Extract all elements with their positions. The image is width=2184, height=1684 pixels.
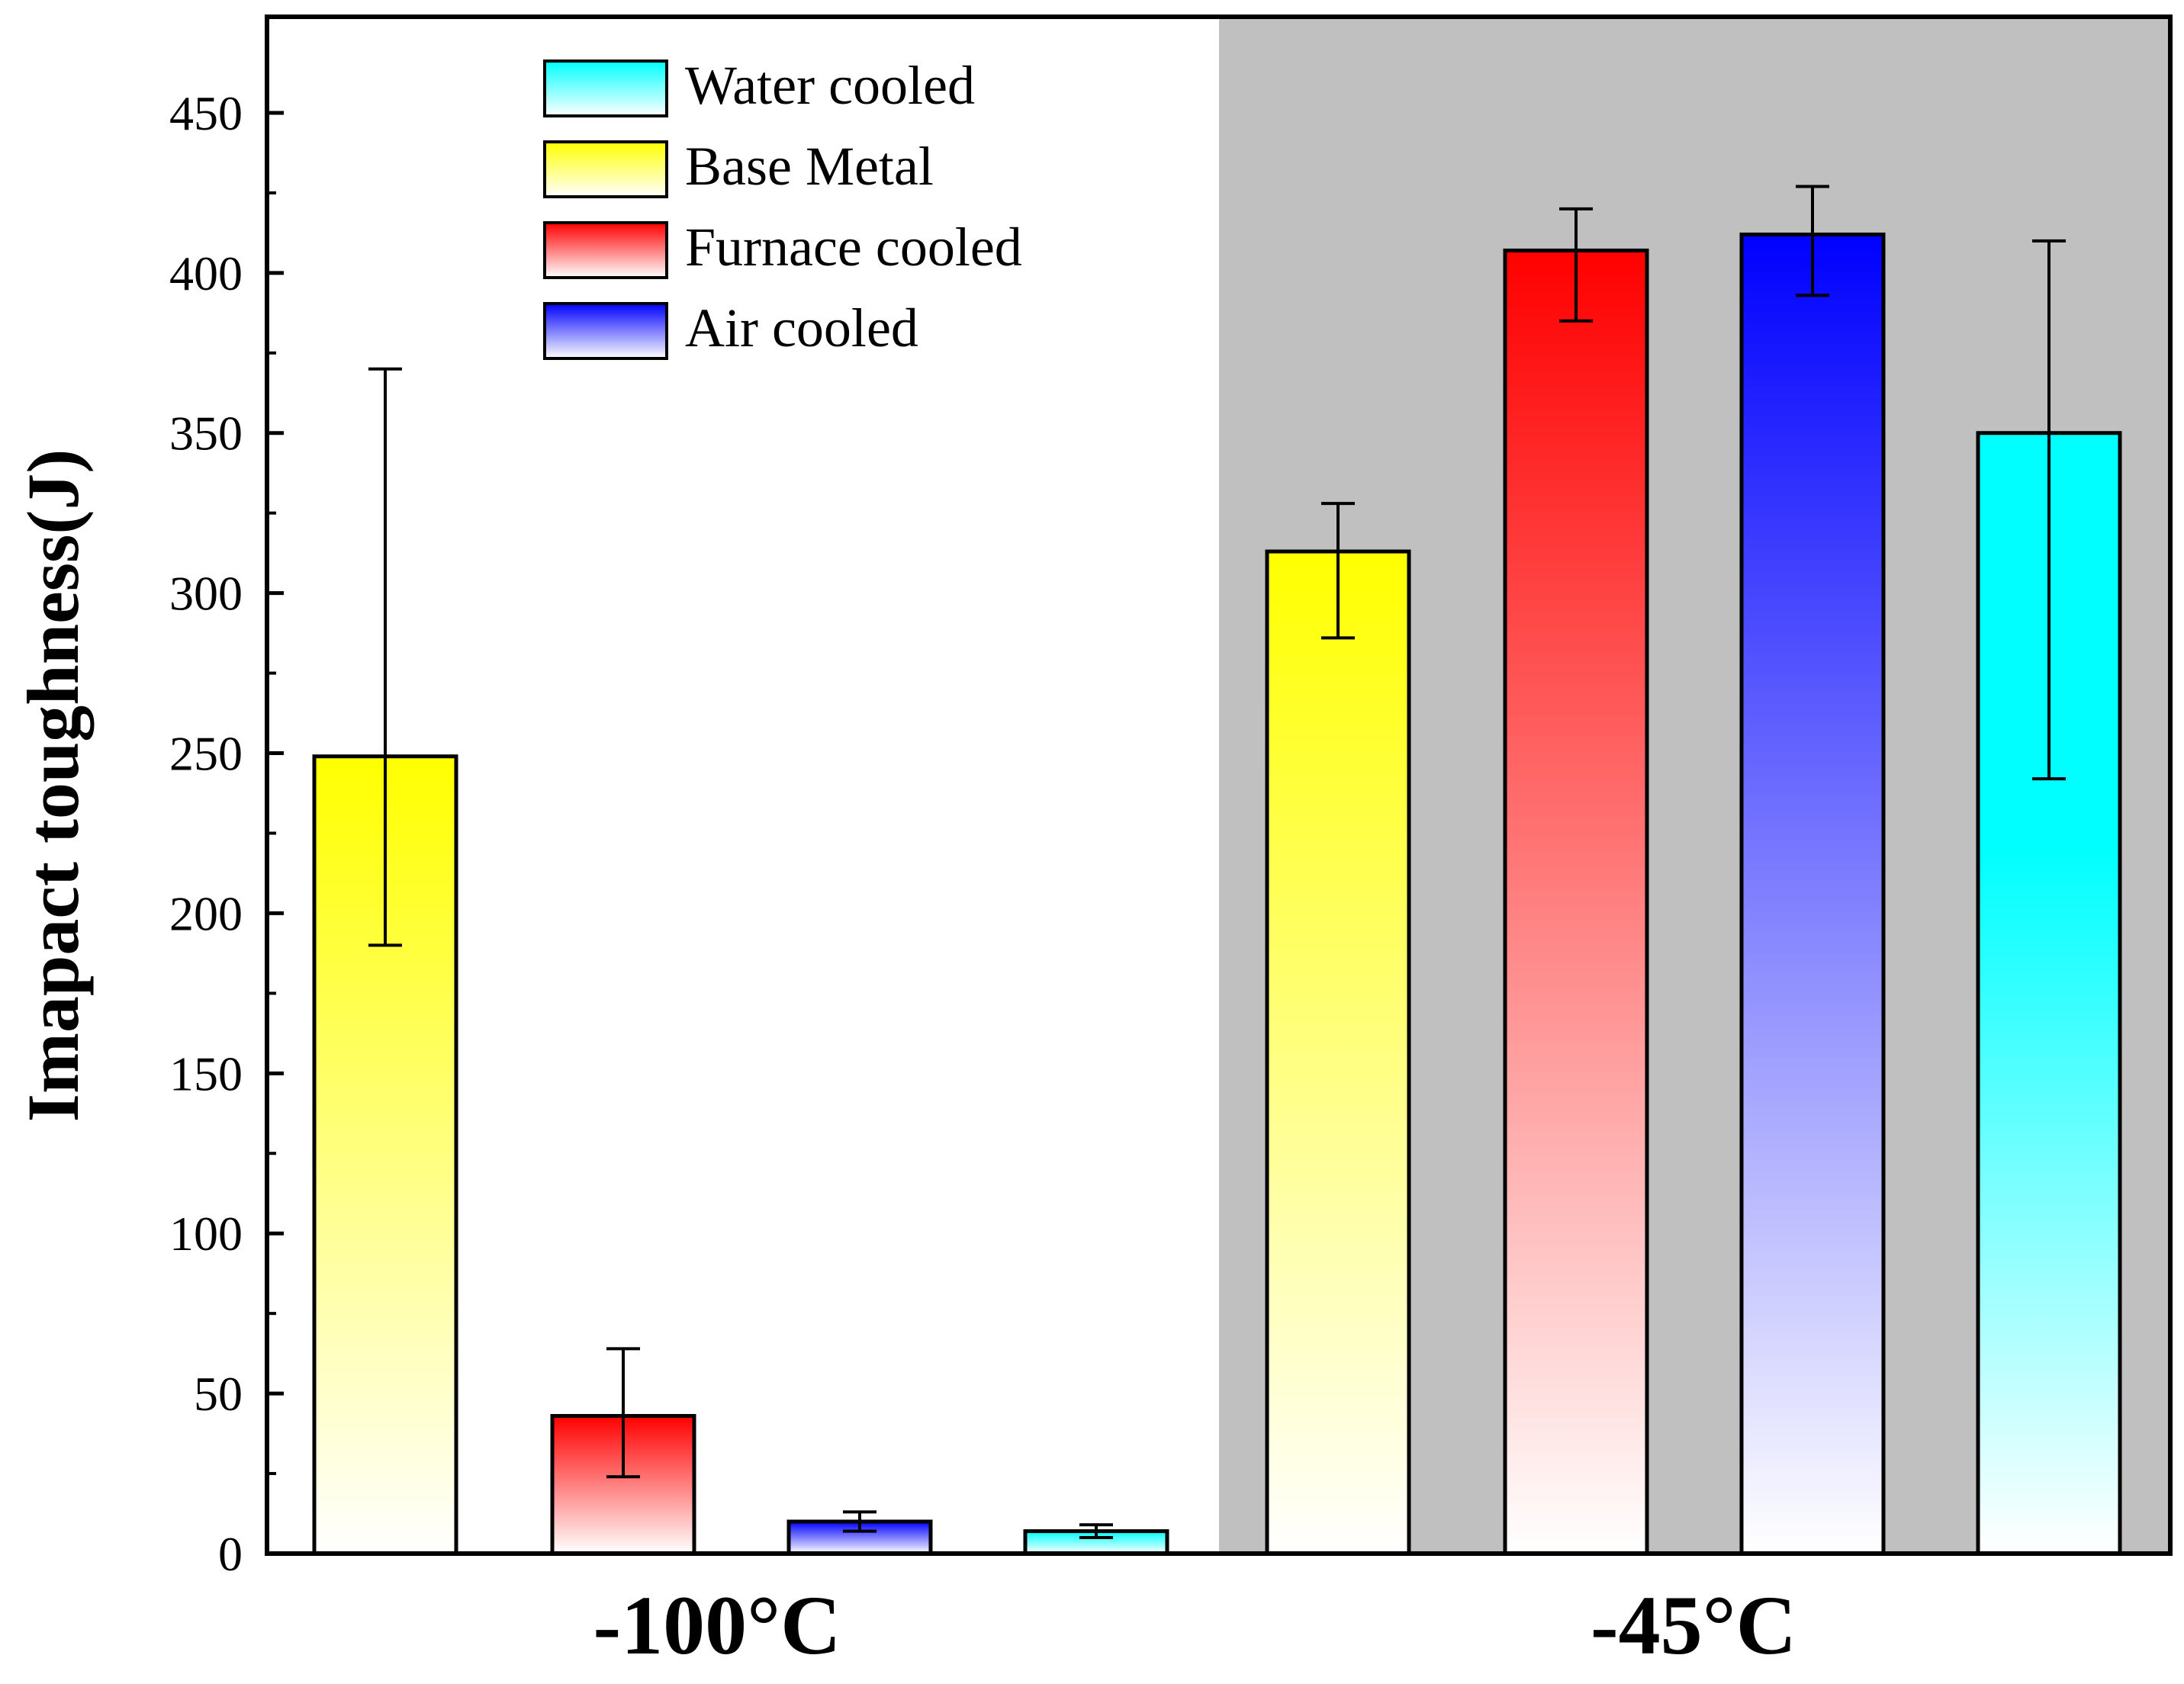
legend-item-water-cooled: Water cooled <box>543 55 975 117</box>
legend: Water cooled Base Metal Furnace cooled Air … <box>543 55 1022 360</box>
y-axis: 0 50 100 150 200 250 300 350 400 450 <box>169 86 284 1581</box>
bar-base-metal-45-c <box>1265 549 1411 1556</box>
error-bar-furnace-cooled-100-c <box>606 1347 640 1479</box>
legend-label: Water cooled <box>685 55 975 116</box>
legend-label: Base Metal <box>685 136 934 197</box>
plot-frame <box>265 14 2173 1556</box>
y-tick-label: 450 <box>169 86 243 140</box>
y-tick-label: 0 <box>218 1527 243 1581</box>
y-tick-label: 100 <box>169 1207 243 1261</box>
error-bar-base-metal-45-c <box>1321 502 1355 640</box>
error-bar-air-cooled-45-c <box>1796 185 1829 297</box>
legend-label: Air cooled <box>685 297 918 358</box>
error-bar-base-metal-100-c <box>368 367 402 947</box>
legend-item-base-metal: Base Metal <box>543 136 934 198</box>
legend-item-air-cooled: Air cooled <box>543 297 918 360</box>
error-bars-layer <box>368 185 2066 1540</box>
y-tick-label: 200 <box>169 886 243 940</box>
error-bar-water-cooled-100-c <box>1079 1523 1113 1540</box>
y-tick-label: 150 <box>169 1046 243 1101</box>
y-tick-label: 350 <box>169 407 243 461</box>
legend-item-furnace-cooled: Furnace cooled <box>543 217 1022 279</box>
y-tick-label: 300 <box>169 567 243 621</box>
y-axis-label: Imapact toughness(J) <box>12 449 94 1123</box>
bars-layer <box>312 232 2122 1556</box>
error-bar-air-cooled-100-c <box>843 1510 876 1533</box>
x-axis: -100°C -45°C <box>593 1579 1796 1672</box>
legend-swatch <box>543 59 668 117</box>
legend-label: Furnace cooled <box>685 217 1022 278</box>
error-bar-water-cooled-45-c <box>2032 239 2066 781</box>
bar-air-cooled-45-c <box>1739 232 1886 1556</box>
bar-furnace-cooled-45-c <box>1503 248 1649 1556</box>
x-category-label-45-c: -45°C <box>1591 1579 1796 1672</box>
legend-swatch <box>543 221 668 279</box>
y-tick-label: 250 <box>169 727 243 781</box>
y-tick-label: 400 <box>169 246 243 300</box>
legend-swatch <box>543 302 668 360</box>
legend-swatch <box>543 140 668 198</box>
error-bar-furnace-cooled-45-c <box>1559 207 1593 323</box>
x-category-label-100-c: -100°C <box>593 1579 841 1672</box>
y-tick-label: 50 <box>194 1367 243 1421</box>
